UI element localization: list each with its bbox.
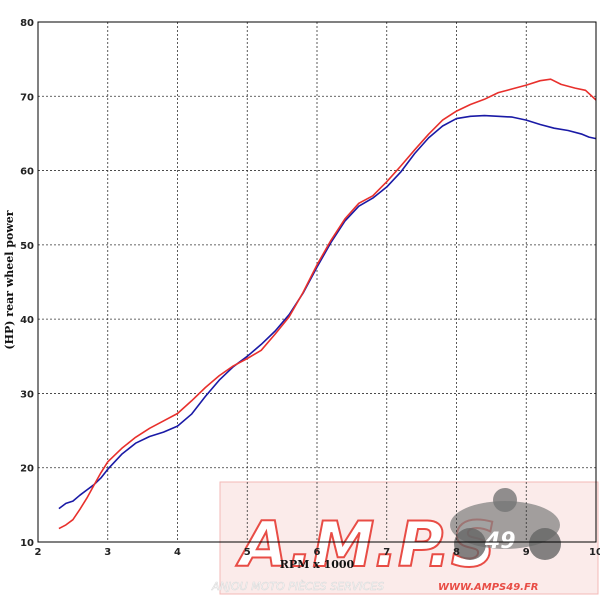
tick-labels: 2 3 4 5 6 7 8 9 10 10 20 30 40 50 60 70 80 <box>20 18 600 558</box>
y-axis-title: (HP) rear wheel power <box>3 210 16 349</box>
x-tick-label: 6 <box>314 547 321 558</box>
y-tick-label: 70 <box>20 92 34 103</box>
plot-frame <box>37 21 597 543</box>
series-line-2 <box>58 78 597 530</box>
y-tick-label: 30 <box>20 389 34 400</box>
watermark-tagline: ANJOU MOTO PIÈCES SERVICES <box>211 580 384 593</box>
series-line-1 <box>58 114 597 510</box>
grid <box>38 22 596 542</box>
y-tick-label: 50 <box>20 241 34 252</box>
motorcycle-rider-icon <box>450 488 561 560</box>
watermark-website: WWW.AMPS49.FR <box>438 582 539 593</box>
y-tick-label: 20 <box>20 464 34 475</box>
x-tick-label: 7 <box>383 547 390 558</box>
x-axis-title: RPM x 1000 <box>280 558 355 571</box>
y-tick-label: 60 <box>20 167 34 178</box>
x-tick-label: 10 <box>589 547 600 558</box>
x-tick-label: 4 <box>174 547 181 558</box>
x-tick-label: 3 <box>104 547 111 558</box>
x-tick-label: 2 <box>35 547 42 558</box>
y-tick-label: 10 <box>20 538 34 549</box>
x-tick-label: 8 <box>453 547 460 558</box>
series-lines <box>58 78 597 530</box>
x-tick-label: 5 <box>244 547 251 558</box>
x-tick-label: 9 <box>523 547 530 558</box>
y-tick-label: 80 <box>20 18 34 29</box>
y-tick-label: 40 <box>20 315 34 326</box>
amps-watermark: A.M.P.S 49 ANJOU MOTO PIÈCES SERVICES WW… <box>211 481 599 595</box>
